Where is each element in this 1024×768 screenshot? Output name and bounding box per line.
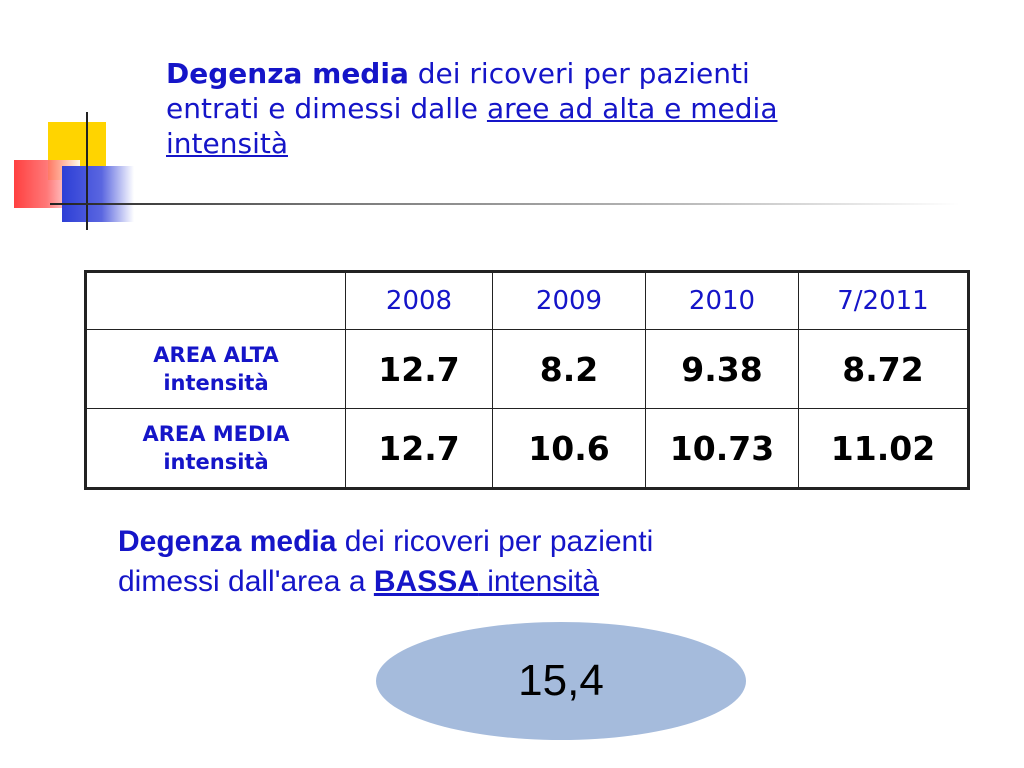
cell-media-2010: 10.73: [645, 408, 799, 489]
header-empty-cell: [85, 271, 346, 330]
row-label-line1: AREA ALTA: [153, 343, 279, 367]
header-2008: 2008: [345, 271, 493, 330]
cell-alta-2010: 9.38: [645, 329, 799, 409]
subtitle-line2-plain: dimessi dall'area a: [118, 565, 374, 598]
decorative-squares-logo: [0, 0, 150, 240]
cell-alta-2009: 8.2: [492, 329, 646, 409]
bassa-value-ellipse: 15,4: [376, 622, 746, 740]
header-7-2011: 7/2011: [798, 271, 969, 330]
cell-alta-2008: 12.7: [345, 329, 493, 409]
row-label-area-alta: AREA ALTA intensità: [85, 329, 346, 409]
page-title: Degenza media dei ricoveri per pazienti …: [166, 56, 966, 161]
title-line3-underlined: intensità: [166, 127, 288, 160]
title-bold: Degenza media: [166, 57, 409, 90]
horizontal-rule: [50, 203, 960, 205]
degenza-table: 2008 2009 2010 7/2011 AREA ALTA intensit…: [84, 270, 970, 490]
bassa-subtitle: Degenza media dei ricoveri per pazienti …: [118, 522, 878, 602]
subtitle-intensita: intensità: [478, 565, 599, 598]
cell-alta-7-2011: 8.72: [798, 329, 969, 409]
cell-media-2009: 10.6: [492, 408, 646, 489]
cell-media-7-2011: 11.02: [798, 408, 969, 489]
title-line2-underlined: aree ad alta e media: [486, 92, 778, 125]
blue-square: [62, 166, 134, 222]
subtitle-bold: Degenza media: [118, 525, 337, 558]
cell-media-2008: 12.7: [345, 408, 493, 489]
table-row-area-media: AREA MEDIA intensità 12.7 10.6 10.73 11.…: [85, 408, 969, 489]
table-row-area-alta: AREA ALTA intensità 12.7 8.2 9.38 8.72: [85, 329, 969, 409]
title-line2-plain: entrati e dimessi dalle: [166, 92, 487, 125]
row-label-line2: intensità: [163, 371, 269, 395]
row-label-line1: AREA MEDIA: [142, 422, 290, 446]
subtitle-line1-rest: dei ricoveri per pazienti: [336, 525, 654, 558]
row-label-line2: intensità: [163, 450, 269, 474]
title-line1-rest: dei ricoveri per pazienti: [408, 57, 750, 90]
header-2009: 2009: [492, 271, 646, 330]
subtitle-bassa: BASSA: [373, 565, 479, 598]
bassa-value: 15,4: [518, 656, 604, 705]
table-header-row: 2008 2009 2010 7/2011: [85, 271, 969, 330]
header-2010: 2010: [645, 271, 799, 330]
vertical-rule: [86, 112, 88, 230]
row-label-area-media: AREA MEDIA intensità: [85, 408, 346, 489]
